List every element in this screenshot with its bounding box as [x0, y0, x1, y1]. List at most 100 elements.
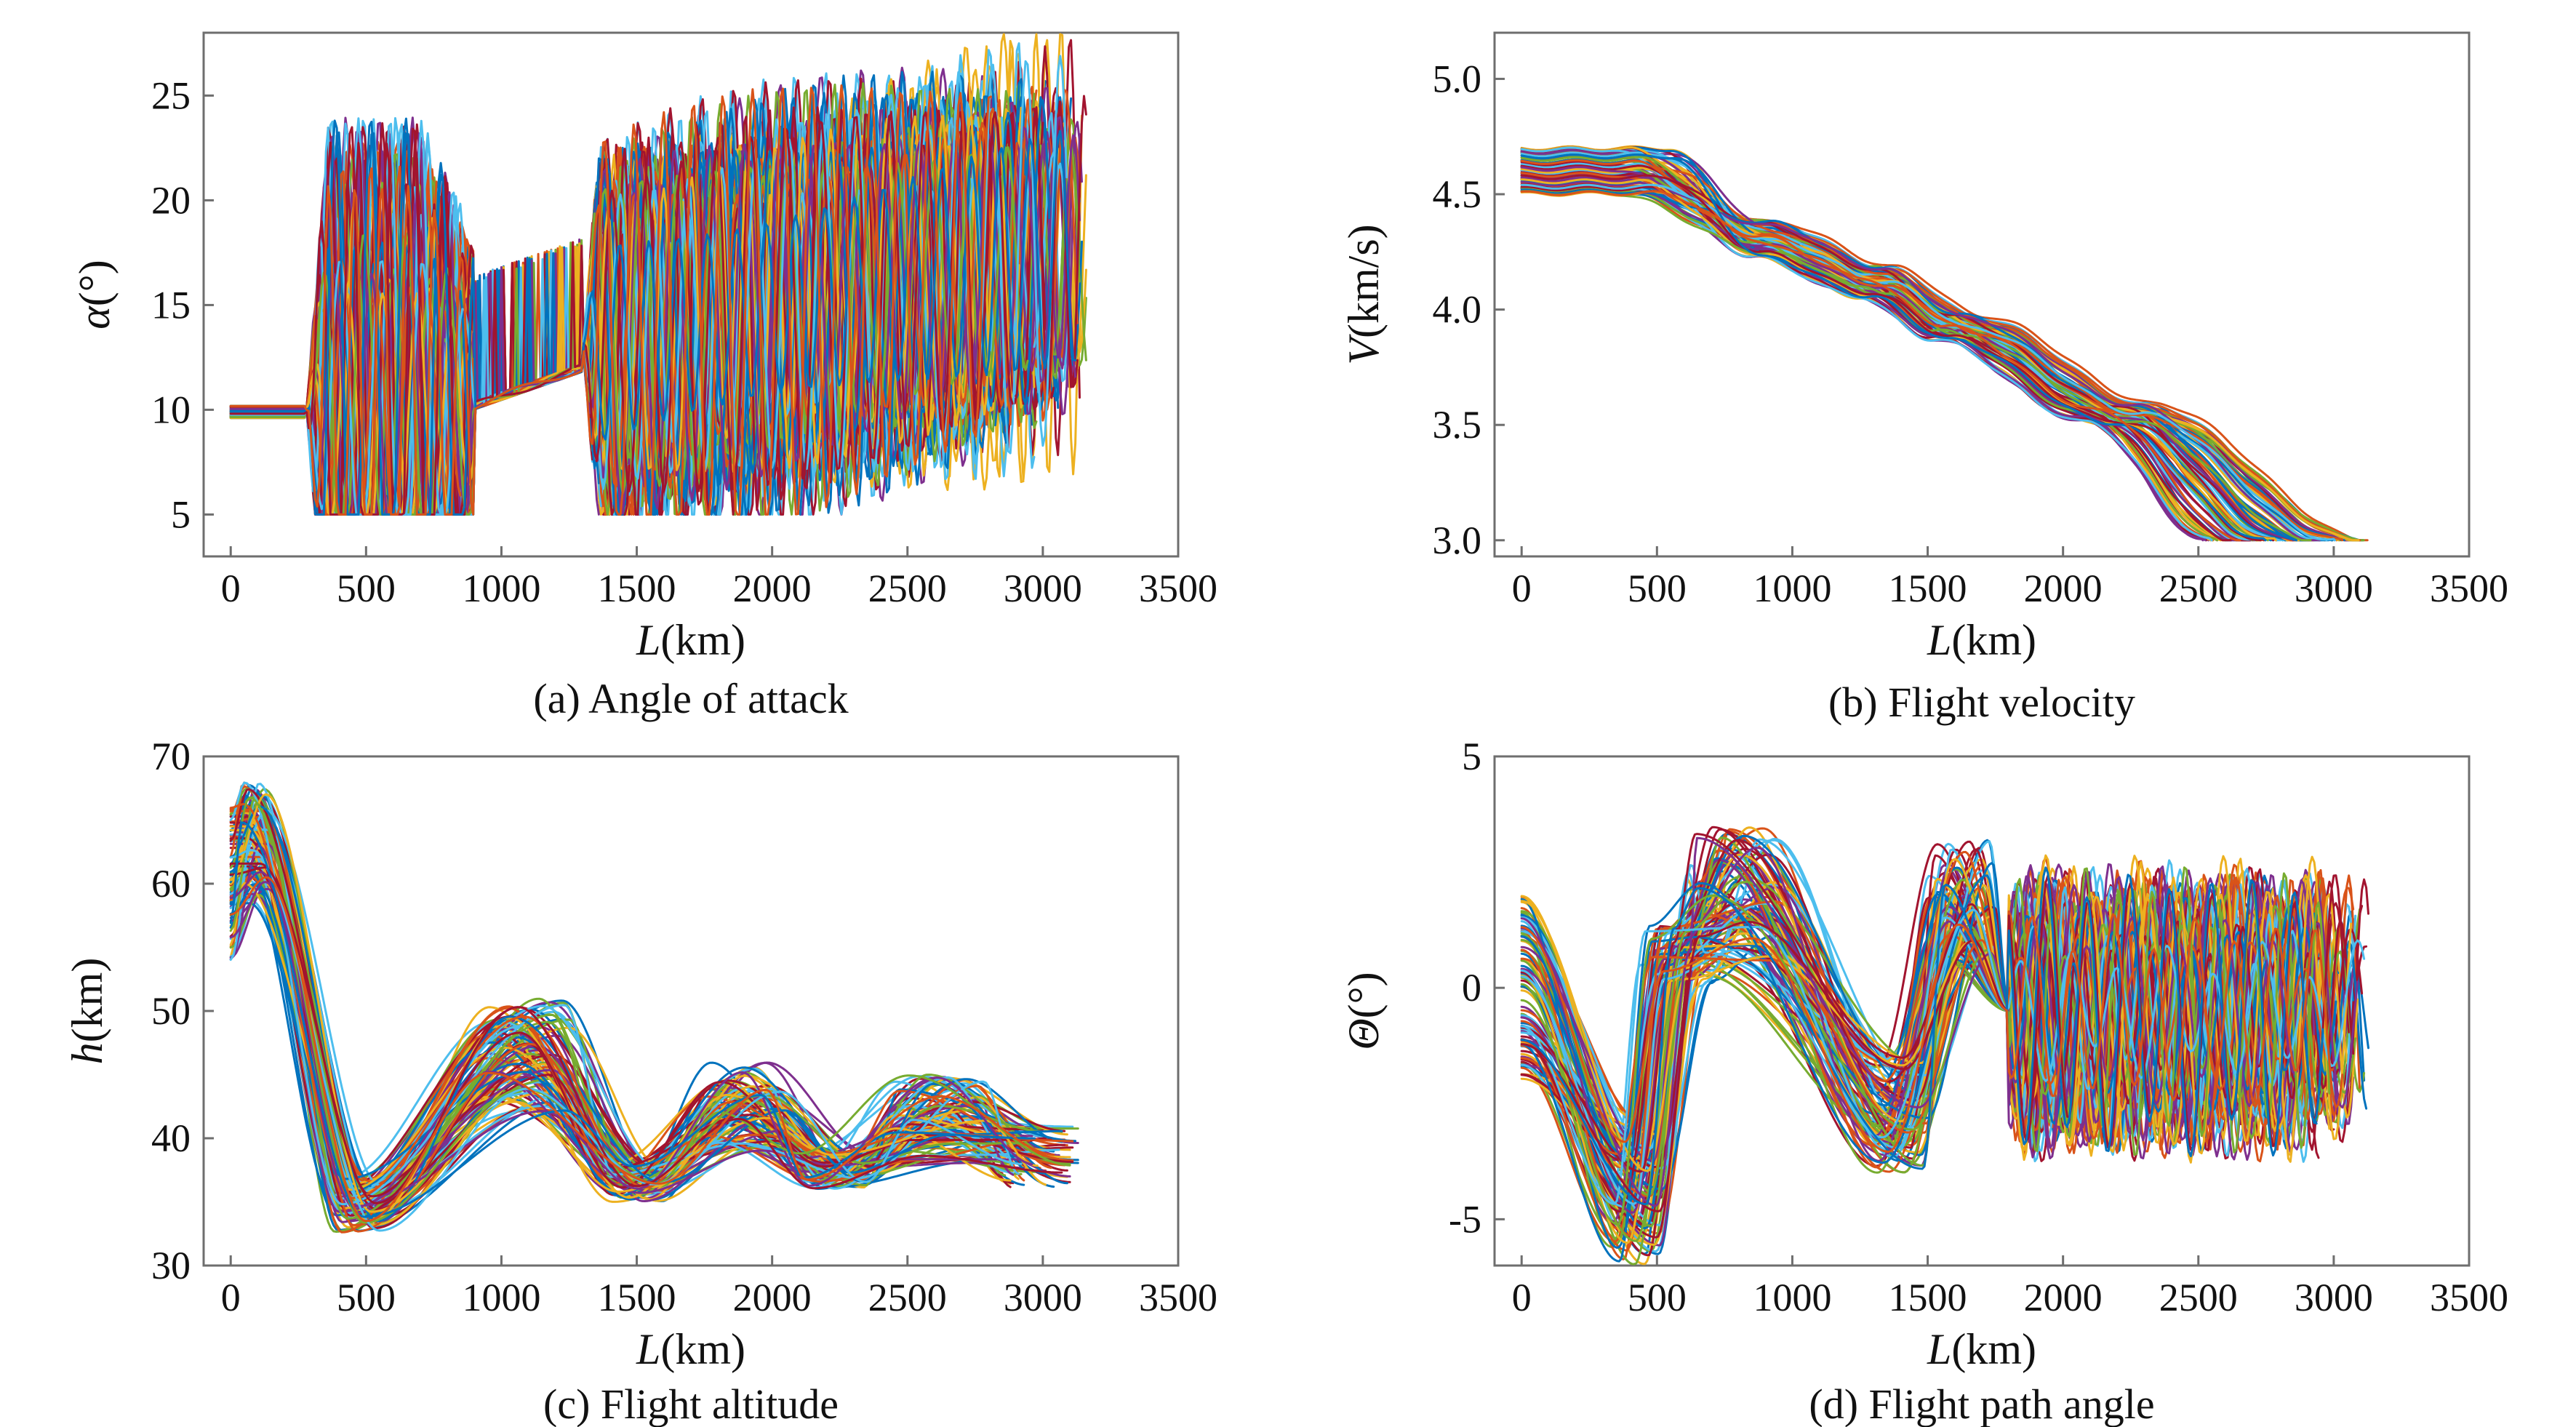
trajectory-line-97	[229, 55, 1068, 516]
trajectory-line-92	[229, 805, 1063, 1223]
x-axis-ticks: 0 500 1000 1500 2000 2500 3000 3500	[1512, 1255, 2508, 1319]
x-axis-ticks: 0 500 1000 1500 2000 2500 3000 3500	[1512, 546, 2508, 610]
panel-angle-of-attack: 0 500 1000 1500 2000 2500 3000 3500 5 10 15 20 25 L…	[71, 31, 1217, 722]
x-tick-label: 1000	[1753, 567, 1831, 610]
trajectory-lines	[1520, 826, 2369, 1266]
y-axis-ticks: 3.0 3.5 4.0 4.5 5.0	[1433, 57, 1505, 562]
x-tick-label: 1000	[1753, 1276, 1831, 1319]
y-axis-label: h(km)	[63, 958, 111, 1065]
x-tick-label: 1500	[1889, 1276, 1967, 1319]
panel-caption: (b) Flight velocity	[1828, 679, 2135, 726]
trajectory-line-100	[1520, 913, 2344, 1154]
x-tick-label: 1000	[462, 567, 540, 610]
trajectory-line-99	[1520, 153, 2267, 542]
x-axis-label: L(km)	[636, 616, 745, 664]
x-tick-label: 0	[221, 567, 241, 610]
y-tick-label: 15	[151, 283, 191, 327]
trajectory-line-97	[1520, 183, 2336, 542]
trajectory-line-85	[1520, 862, 2318, 1263]
plot-area-frame	[1493, 755, 2471, 1267]
y-tick-label: 60	[151, 862, 191, 906]
trajectory-lines	[229, 781, 1079, 1234]
x-tick-label: 3500	[1139, 567, 1217, 610]
trajectory-line-95	[229, 871, 1033, 1208]
y-tick-label: 20	[151, 178, 191, 222]
y-tick-label: 30	[151, 1244, 191, 1287]
trajectory-line-93	[1520, 932, 2337, 1156]
panel-flight-velocity: 0 500 1000 1500 2000 2500 3000 3500 3.0 3.5 4.0 4.…	[1340, 31, 2508, 726]
trajectory-line-90	[1520, 162, 2213, 542]
y-tick-label: 10	[151, 388, 191, 431]
y-tick-label: -5	[1449, 1197, 1481, 1241]
x-tick-label: 3000	[1004, 1276, 1082, 1319]
trajectory-line-99	[229, 117, 1077, 516]
y-tick-label: 4.5	[1433, 172, 1482, 216]
panel-caption: (c) Flight altitude	[543, 1380, 839, 1427]
y-axis-label: α(°)	[71, 260, 119, 329]
x-tick-label: 3000	[1004, 567, 1082, 610]
x-tick-label: 3000	[2295, 1276, 2373, 1319]
x-tick-label: 2000	[733, 1276, 812, 1319]
y-tick-label: 4.0	[1433, 288, 1482, 332]
trajectory-line-79	[1520, 165, 2361, 542]
trajectory-line-100	[1520, 190, 2241, 542]
y-tick-label: 3.0	[1433, 519, 1482, 562]
y-tick-label: 5	[171, 492, 191, 536]
x-tick-label: 2000	[733, 567, 812, 610]
trajectory-lines	[229, 33, 1087, 516]
x-axis-label: L(km)	[636, 1325, 745, 1373]
panel-caption: (a) Angle of attack	[533, 675, 848, 722]
x-tick-label: 2500	[868, 1276, 947, 1319]
trajectory-line-86	[1520, 850, 2355, 1237]
x-tick-label: 2500	[2159, 1276, 2238, 1319]
x-tick-label: 500	[1628, 1276, 1687, 1319]
trajectory-line-84	[1520, 185, 2294, 542]
y-tick-label: 5	[1462, 735, 1481, 778]
trajectory-line-91	[229, 95, 1087, 516]
y-axis-label: Θ(°)	[1340, 972, 1388, 1050]
x-tick-label: 0	[1512, 567, 1532, 610]
x-tick-label: 1500	[1889, 567, 1967, 610]
y-tick-label: 40	[151, 1116, 191, 1160]
trajectory-line-100	[229, 876, 1055, 1223]
x-axis-label: L(km)	[1927, 1325, 2036, 1373]
x-tick-label: 0	[1512, 1276, 1532, 1319]
x-axis-ticks: 0 500 1000 1500 2000 2500 3000 3500	[221, 546, 1217, 610]
trajectory-line-96	[1520, 866, 2331, 1226]
panel-caption: (d) Flight path angle	[1809, 1380, 2154, 1427]
x-tick-label: 500	[337, 1276, 396, 1319]
y-tick-label: 50	[151, 989, 191, 1033]
x-tick-label: 1500	[598, 1276, 676, 1319]
x-tick-label: 1000	[462, 1276, 540, 1319]
x-tick-label: 3500	[2430, 567, 2508, 610]
trajectory-line-100	[229, 84, 992, 516]
trajectory-line-96	[1520, 190, 2312, 542]
y-tick-label: 0	[1462, 966, 1481, 1010]
x-axis-label: L(km)	[1927, 616, 2036, 664]
y-axis-ticks: 30 40 50 60 70	[151, 735, 214, 1287]
y-tick-label: 70	[151, 735, 191, 778]
trajectory-line-88	[1520, 847, 2316, 1214]
y-tick-label: 25	[151, 73, 191, 117]
trajectory-lines	[1520, 145, 2369, 542]
x-tick-label: 2500	[868, 567, 947, 610]
plot-area-frame	[1493, 31, 2471, 558]
trajectory-line-99	[229, 821, 1036, 1218]
x-tick-label: 3500	[2430, 1276, 2508, 1319]
y-tick-label: 3.5	[1433, 403, 1482, 447]
panel-flight-altitude: 0 500 1000 1500 2000 2500 3000 3500 3040506070 …	[63, 735, 1217, 1427]
x-tick-label: 0	[221, 1276, 241, 1319]
panel-flight-path-angle: 0 500 1000 1500 2000 2500 3000 3500 -505 L(km) …	[1340, 735, 2508, 1427]
x-tick-label: 2500	[2159, 567, 2238, 610]
y-axis-ticks: -5 0 5	[1449, 735, 1505, 1241]
x-tick-label: 3500	[1139, 1276, 1217, 1319]
x-tick-label: 2000	[2024, 1276, 2103, 1319]
y-axis-ticks: 5 10 15 20 25	[151, 73, 214, 536]
trajectory-line-98	[1520, 874, 2346, 1212]
trajectory-line-91	[1520, 164, 2275, 542]
x-tick-label: 500	[1628, 567, 1687, 610]
trajectory-line-98	[229, 111, 1014, 516]
x-tick-label: 2000	[2024, 567, 2103, 610]
trajectory-line-98	[229, 862, 1063, 1204]
